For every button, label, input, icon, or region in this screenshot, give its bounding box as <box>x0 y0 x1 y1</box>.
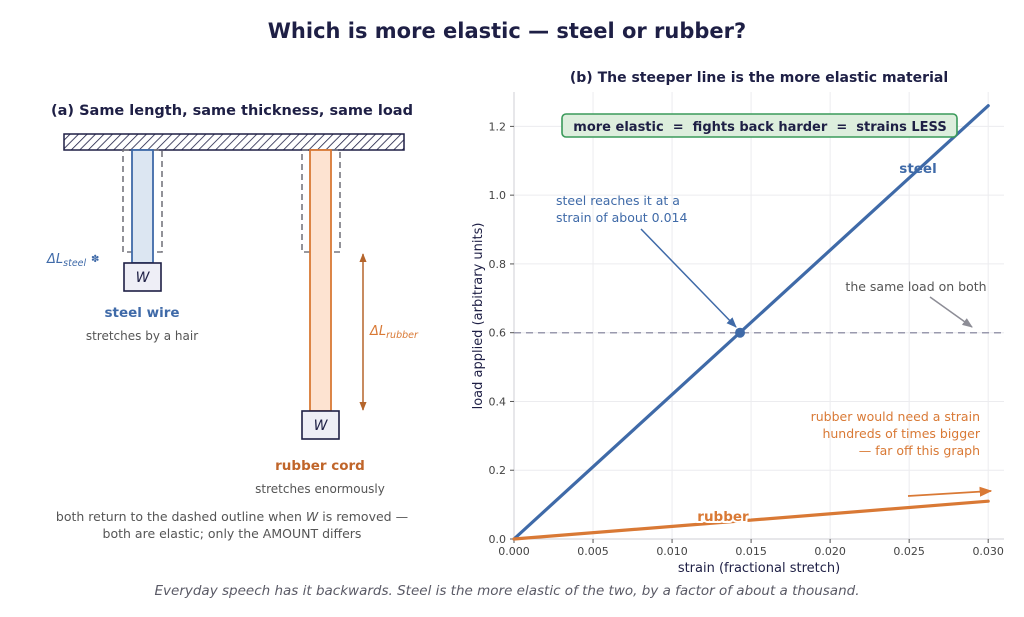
rubber-annotation-line3: — far off this graph <box>859 443 980 458</box>
x-tick-label: 0.015 <box>735 545 767 558</box>
rubber-weight-label: W <box>314 418 329 434</box>
same-load-annotation: the same load on both <box>845 279 986 294</box>
panel-a: (a) Same length, same thickness, same lo… <box>46 103 419 541</box>
rubber-annotation-line1: rubber would need a strain <box>811 409 980 424</box>
rubber-weight <box>301 410 340 440</box>
x-tick-label: 0.030 <box>972 545 1004 558</box>
steel-annotation-arrow <box>640 228 737 328</box>
x-tick-label: 0.000 <box>498 545 530 558</box>
footer-caption: Everyday speech has it backwards. Steel … <box>155 583 860 599</box>
y-tick-label: 0.0 <box>489 533 507 546</box>
rubber-series-line <box>512 499 990 541</box>
steel-weight <box>123 262 162 292</box>
panel-b-title: (b) The steeper line is the more elastic… <box>570 70 948 86</box>
steel-wire-desc: stretches by a hair <box>86 329 198 343</box>
steel-series-line <box>512 104 990 541</box>
elasticity-callout-box <box>561 113 958 138</box>
steel-wire-name: steel wire <box>104 305 179 321</box>
y-tick-label: 0.6 <box>489 327 507 340</box>
same-load-arrow <box>929 296 973 328</box>
x-tick-label: 0.020 <box>814 545 846 558</box>
steel-annotation-line2: strain of about 0.014 <box>556 210 687 225</box>
elastic-note-line2: both are elastic; only the AMOUNT differ… <box>103 526 362 541</box>
chart-ticks: 0.000 0.005 0.010 0.015 0.020 0.025 0.030 0.0 0.… <box>489 120 1004 558</box>
rubber-offgraph-arrow <box>907 486 993 497</box>
y-tick-label: 1.0 <box>489 189 507 202</box>
y-tick-label: 1.2 <box>489 120 507 133</box>
delta-rubber-label: ΔLrubber <box>369 324 419 341</box>
y-tick-label: 0.8 <box>489 258 507 271</box>
x-axis-label: strain (fractional stretch) <box>678 561 840 576</box>
rubber-cord-desc: stretches enormously <box>255 482 385 496</box>
y-axis-label: load applied (arbitrary units) <box>471 223 486 410</box>
main-title: Which is more elastic — steel or rubber? <box>268 19 746 43</box>
steel-load-point <box>735 327 746 338</box>
elastic-note-line1: both return to the dashed outline when W… <box>56 509 408 524</box>
x-tick-label: 0.025 <box>893 545 925 558</box>
rubber-annotation-line2: hundreds of times bigger <box>822 426 980 441</box>
panel-a-title: (a) Same length, same thickness, same lo… <box>51 103 413 119</box>
y-tick-label: 0.4 <box>489 395 507 408</box>
delta-steel-mark: ✽ <box>91 254 99 265</box>
y-tick-label: 0.2 <box>489 464 507 477</box>
x-tick-label: 0.010 <box>656 545 688 558</box>
steel-weight-label: W <box>136 270 151 286</box>
rubber-cord-name: rubber cord <box>275 458 365 474</box>
panel-b: (b) The steeper line is the more elastic… <box>471 70 1004 576</box>
rubber-cord <box>309 149 332 412</box>
steel-wire <box>131 149 154 264</box>
steel-annotation-line1: steel reaches it at a <box>556 193 680 208</box>
x-tick-label: 0.005 <box>577 545 609 558</box>
elasticity-callout-text: more elastic = fights back harder = stra… <box>573 120 946 135</box>
rubber-series-label: rubber <box>697 509 749 525</box>
delta-steel-label: ΔLsteel <box>46 252 87 269</box>
ceiling-beam <box>63 133 405 151</box>
steel-series-label: steel <box>899 161 936 177</box>
